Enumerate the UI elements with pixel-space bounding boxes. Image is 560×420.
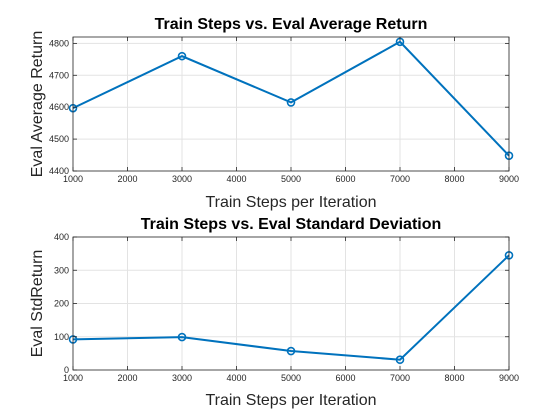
x-tick-label: 1000 xyxy=(63,373,83,383)
y-tick-label: 0 xyxy=(64,365,69,375)
subplot-average-return: 1000 2000 3000 4000 5000 6000 7000 8000 9000 4400… xyxy=(29,16,519,211)
x-tick-label: 8000 xyxy=(444,174,464,184)
y-tick-label: 4800 xyxy=(49,38,69,48)
y-tick-label: 4500 xyxy=(49,134,69,144)
x-tick-label: 2000 xyxy=(117,174,137,184)
x-tick-label: 9000 xyxy=(499,373,519,383)
data-point xyxy=(177,332,187,342)
chart-title: Train Steps vs. Eval Standard Deviation xyxy=(141,216,442,233)
ticks: 1000 2000 3000 4000 5000 6000 7000 8000 9000 0 100… xyxy=(54,232,519,383)
x-tick-label: 6000 xyxy=(335,373,355,383)
x-tick-label: 5000 xyxy=(281,373,301,383)
subplot-standard-deviation: 1000 2000 3000 4000 5000 6000 7000 8000 9000 0 100… xyxy=(29,216,519,409)
x-tick-label: 9000 xyxy=(499,174,519,184)
y-tick-label: 300 xyxy=(54,265,69,275)
x-tick-label: 1000 xyxy=(63,174,83,184)
x-axis-label: Train Steps per Iteration xyxy=(205,392,376,409)
y-tick-label: 4700 xyxy=(49,70,69,80)
x-tick-label: 3000 xyxy=(172,174,192,184)
y-tick-label: 200 xyxy=(54,299,69,309)
x-tick-label: 7000 xyxy=(390,174,410,184)
y-axis-label: Eval StdReturn xyxy=(29,250,46,358)
y-tick-label: 4600 xyxy=(49,102,69,112)
series-line xyxy=(72,254,510,361)
chart-title: Train Steps vs. Eval Average Return xyxy=(155,16,428,33)
ticks: 1000 2000 3000 4000 5000 6000 7000 8000 9000 4400… xyxy=(49,37,519,184)
y-tick-label: 100 xyxy=(54,332,69,342)
y-tick-label: 400 xyxy=(54,232,69,242)
x-tick-label: 6000 xyxy=(335,174,355,184)
y-tick-label: 4400 xyxy=(49,166,69,176)
x-tick-label: 8000 xyxy=(444,373,464,383)
data-point xyxy=(286,346,296,356)
x-tick-label: 2000 xyxy=(117,373,137,383)
x-tick-label: 4000 xyxy=(226,174,246,184)
x-tick-label: 7000 xyxy=(390,373,410,383)
data-point xyxy=(177,51,187,61)
data-point xyxy=(395,355,405,364)
data-point xyxy=(286,98,296,107)
x-tick-label: 3000 xyxy=(172,373,192,383)
x-tick-label: 5000 xyxy=(281,174,301,184)
series-line xyxy=(72,40,510,157)
x-axis-label: Train Steps per Iteration xyxy=(205,194,376,211)
y-axis-label: Eval Average Return xyxy=(29,31,46,177)
x-tick-label: 4000 xyxy=(226,373,246,383)
